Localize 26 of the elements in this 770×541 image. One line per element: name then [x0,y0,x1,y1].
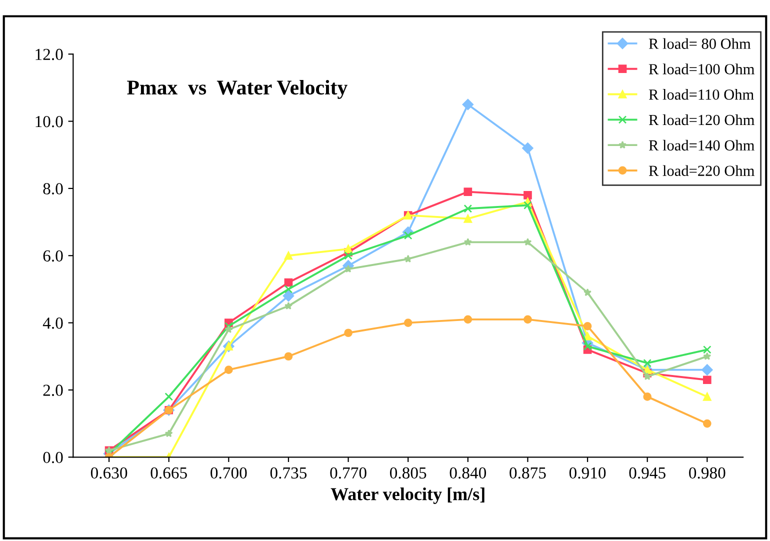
legend-label: R load=110 Ohm [648,89,754,100]
x-axis-title: Water velocity [m/s] [330,488,484,504]
y-tick-label: 12.0 [36,48,63,60]
x-tick-label: 0.910 [569,467,606,479]
x-tick-label: 0.700 [210,467,247,479]
y-tick-label: 8.0 [43,183,63,194]
legend-label: R load= 80 Ohm [648,38,751,49]
y-tick-label: 0.0 [43,452,63,464]
legend-label: R load=100 Ohm [648,64,754,74]
x-tick-label: 0.630 [90,467,128,479]
y-tick-label: 6.0 [43,250,63,262]
x-tick-label: 0.875 [510,467,546,479]
y-tick-label: 4.0 [42,317,63,329]
legend-label: R load=220 Ohm [648,165,754,176]
x-tick-label: 0.980 [689,467,726,479]
text: Pmax vs Water Velocity [127,80,348,99]
x-tick-label: 0.665 [150,467,187,479]
x-tick-label: 0.770 [330,467,366,479]
legend-label: R load=140 Ohm [648,140,754,151]
x-tick-label: 0.805 [390,467,426,479]
y-tick-label: 2.0 [43,384,63,396]
x-tick-label: 0.735 [270,467,307,479]
x-tick-label: 0.945 [629,467,666,479]
x-tick-label: 0.840 [450,467,486,479]
y-tick-label: 10.0 [36,116,63,128]
legend-label: R load=120 Ohm [648,114,754,126]
